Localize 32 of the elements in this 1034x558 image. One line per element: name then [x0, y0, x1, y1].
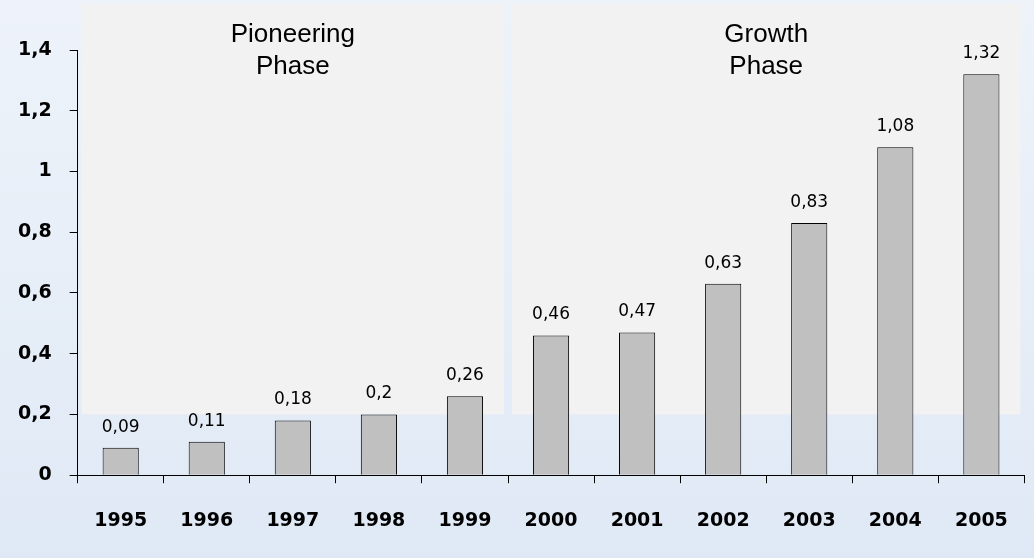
y-tick-label: 0,4: [17, 340, 52, 363]
data-label: 1,08: [876, 115, 915, 136]
data-label: 1,32: [962, 42, 1001, 63]
x-tick-label: 1995: [94, 507, 148, 530]
x-tick-label: 2004: [868, 507, 922, 530]
x-tick-label: 1997: [266, 507, 320, 530]
x-tick-label: 1998: [352, 507, 406, 530]
data-label: 0,26: [446, 364, 484, 385]
band-label: Pioneering Phase: [230, 18, 355, 81]
data-label: 0,11: [187, 409, 226, 430]
x-tick-label: 1999: [438, 507, 492, 530]
x-tick-label: 1996: [180, 507, 234, 530]
x-tick-label: 2005: [954, 507, 1008, 530]
data-label: 0,63: [704, 251, 743, 272]
data-label: 0,2: [365, 382, 393, 403]
x-tick-label: 2003: [782, 507, 836, 530]
y-tick-label: 0,6: [17, 279, 52, 302]
data-label: 0,09: [101, 415, 140, 436]
x-tick-label: 2000: [524, 507, 578, 530]
x-tick-label: 2002: [696, 507, 750, 530]
y-tick-label: 1,4: [17, 36, 52, 59]
y-tick-label: 0,2: [17, 401, 52, 424]
y-tick-label: 0,8: [17, 219, 52, 242]
y-tick-label: 1,2: [17, 97, 52, 120]
data-label: 0,18: [273, 388, 312, 409]
y-tick-label: 1: [38, 158, 52, 181]
y-tick-label: 0: [38, 462, 52, 485]
data-label: 0,83: [790, 191, 829, 212]
data-label: 0,46: [532, 303, 570, 324]
data-label: 0,47: [618, 300, 657, 321]
x-tick-label: 2001: [610, 507, 664, 530]
band-label: Growth Phase: [724, 18, 809, 81]
